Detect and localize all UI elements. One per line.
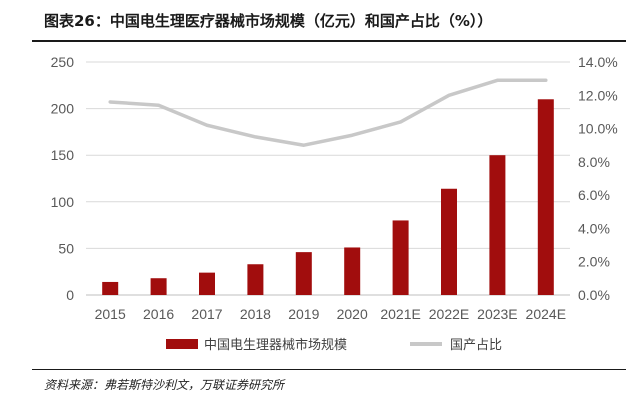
x-tick-label: 2021E	[380, 306, 420, 322]
chart: 0 50 100 150 200 250 0.0% 2.0% 4.0% 6.0% 8.0% 10.0…	[51, 54, 618, 353]
x-tick-label: 2024E	[526, 306, 566, 322]
legend-label-line: 国产占比	[450, 338, 502, 353]
y2-tick-label: 4.0%	[578, 220, 610, 236]
x-tick-label: 2022E	[429, 306, 469, 322]
x-axis: 2015 2016 2017 2018 2019 2020 2021E 2022E 2023E 2…	[95, 306, 566, 322]
y-tick-label: 200	[51, 101, 75, 117]
bar	[344, 247, 361, 295]
y2-tick-label: 14.0%	[578, 54, 618, 70]
y-tick-label: 50	[58, 240, 74, 256]
bar	[247, 264, 264, 295]
source-note: 资料来源：弗若斯特沙利文，万联证券研究所	[44, 378, 285, 392]
bar	[392, 220, 409, 295]
chart-title: 图表26：中国电生理医疗器械市场规模（亿元）和国产占比（%））	[44, 12, 493, 30]
y2-tick-label: 12.0%	[578, 87, 618, 103]
line-path	[108, 78, 548, 147]
source-rule	[32, 369, 626, 370]
y2-tick-label: 10.0%	[578, 121, 618, 137]
x-tick-label: 2016	[143, 306, 174, 322]
bar	[441, 188, 457, 295]
x-tick-label: 2017	[191, 306, 222, 322]
bar	[295, 252, 312, 295]
y2-tick-label: 2.0%	[578, 254, 610, 270]
y-tick-label: 250	[51, 54, 75, 70]
y2-tick-label: 6.0%	[578, 187, 610, 203]
bar	[489, 155, 506, 295]
bar	[199, 272, 215, 295]
x-tick-label: 2019	[288, 306, 319, 322]
bar	[537, 99, 554, 295]
y-tick-label: 100	[51, 194, 75, 210]
legend-swatch-bar	[166, 339, 198, 349]
y-tick-label: 150	[51, 147, 75, 163]
title-rule	[32, 40, 626, 42]
right-axis: 0.0% 2.0% 4.0% 6.0% 8.0% 10.0% 12.0% 14.0%	[578, 54, 618, 303]
y-tick-label: 0	[66, 287, 74, 303]
x-tick-label: 2018	[240, 306, 271, 322]
y2-tick-label: 8.0%	[578, 154, 610, 170]
line-series	[108, 78, 548, 147]
legend: 中国电生理器械市场规模 国产占比	[166, 337, 502, 353]
legend-label-bar: 中国电生理器械市场规模	[204, 337, 347, 353]
left-axis: 0 50 100 150 200 250	[51, 54, 75, 303]
x-tick-label: 2020	[337, 306, 368, 322]
x-tick-label: 2023E	[477, 306, 517, 322]
bar-series	[102, 99, 554, 295]
bar	[150, 278, 167, 295]
y2-tick-label: 0.0%	[578, 287, 610, 303]
bar	[102, 281, 119, 295]
x-tick-label: 2015	[95, 306, 126, 322]
